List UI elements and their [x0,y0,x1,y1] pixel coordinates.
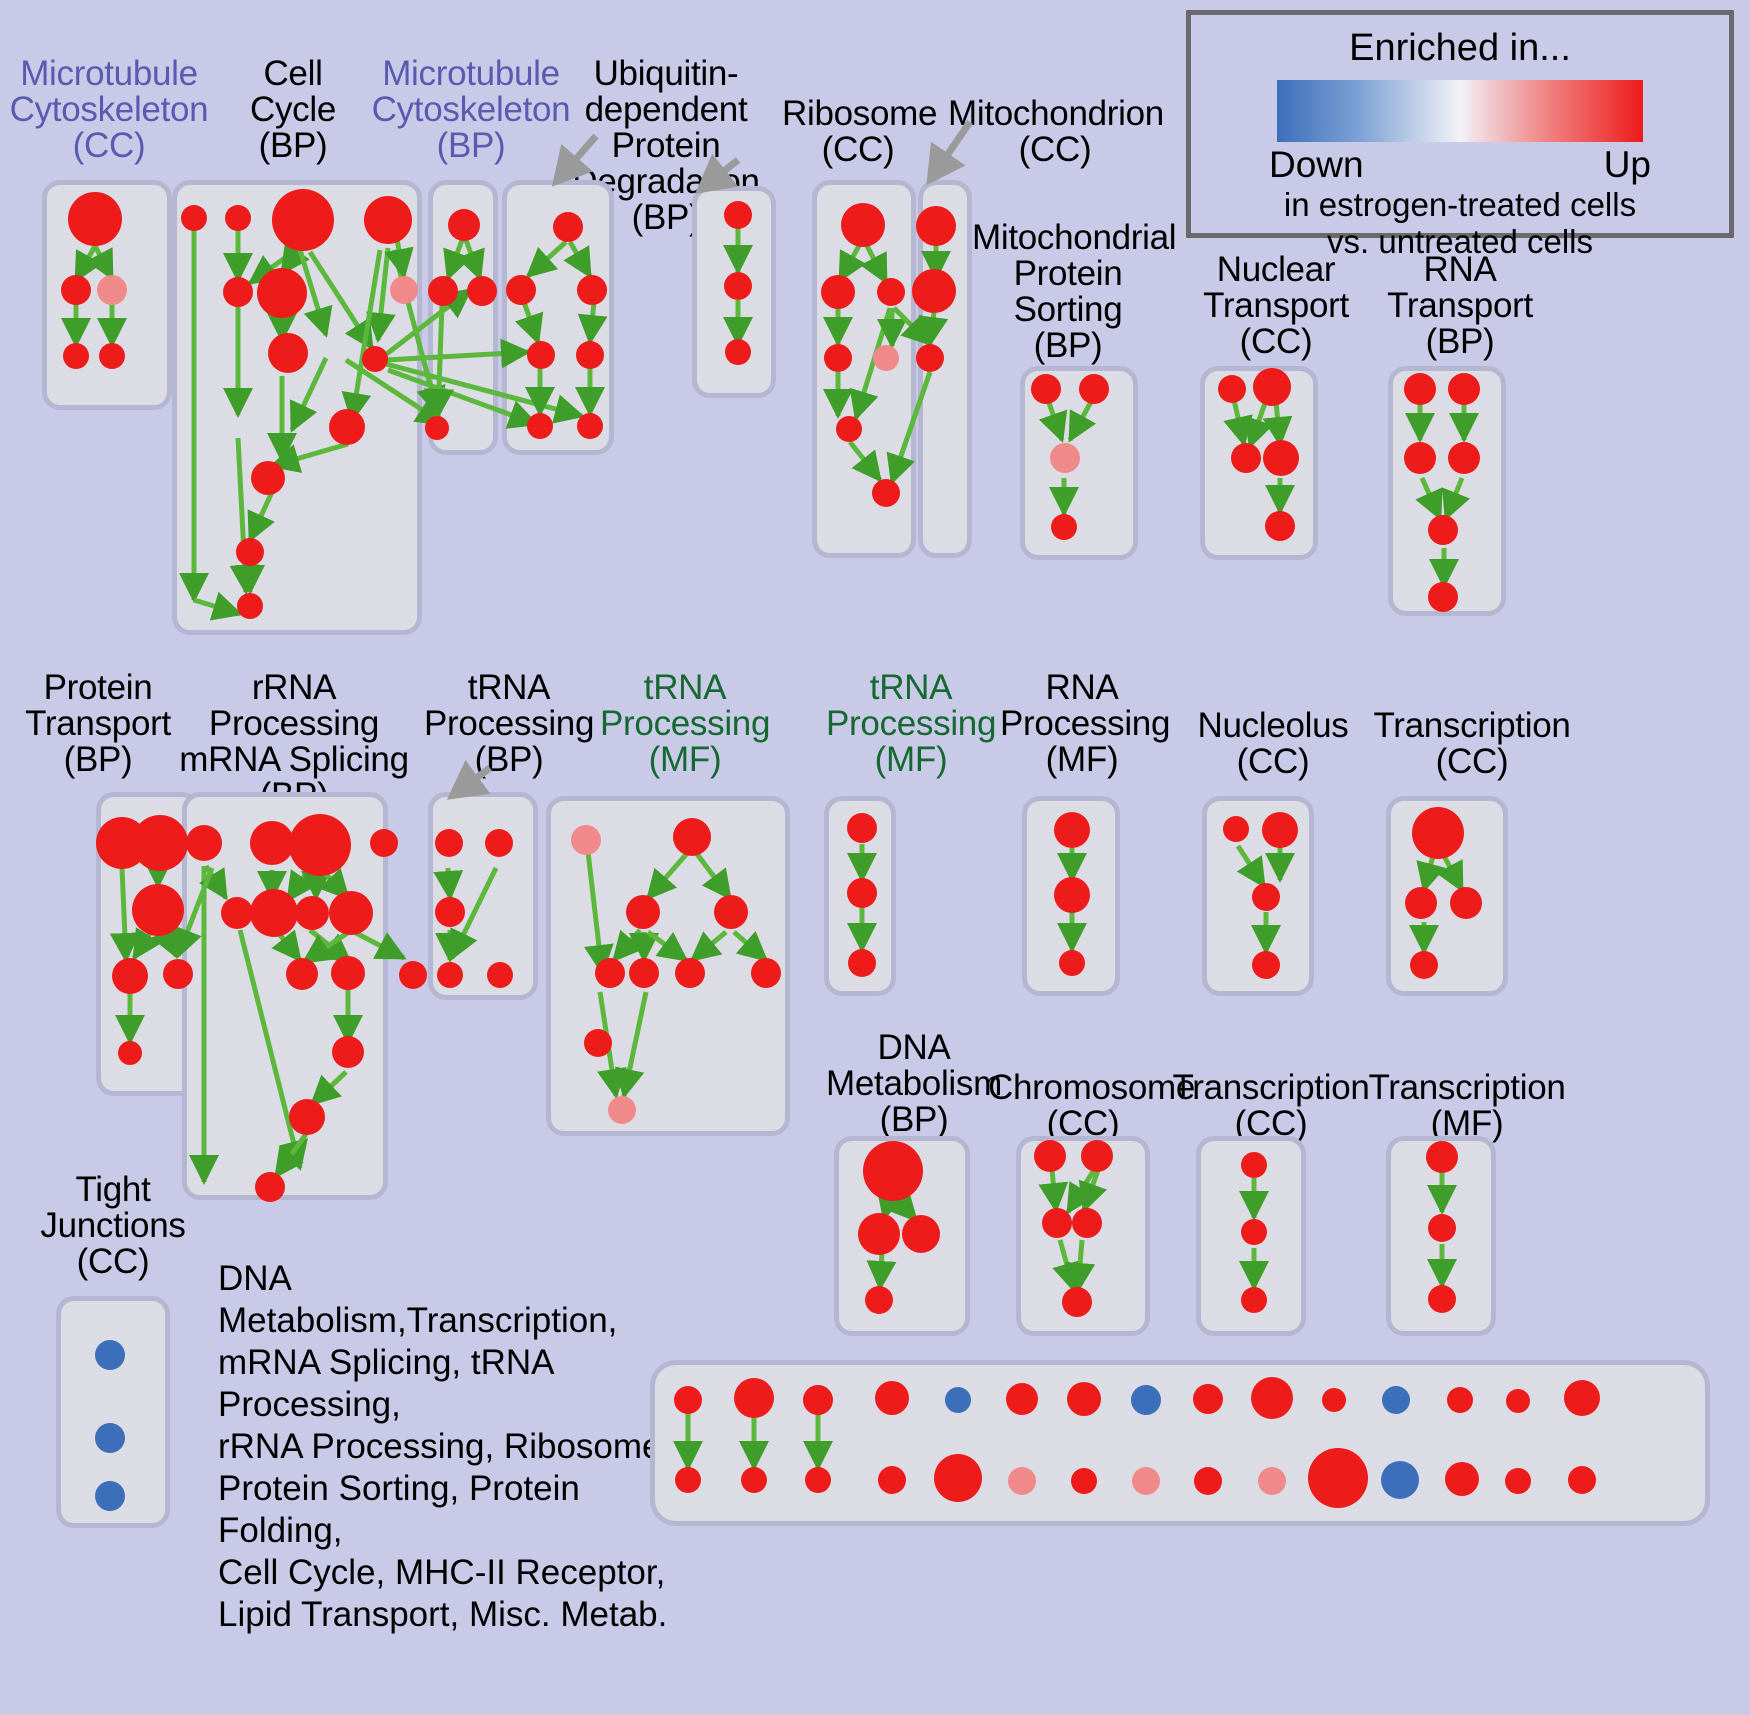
cluster-label-microtubule-cytoskeleton-bp: Microtubule Cytoskeleton (BP) [371,54,571,166]
cluster-box-mitochondrion-cc [918,180,972,558]
cluster-label-mitochondrion-cc: Mitochondrion (CC) [948,94,1164,170]
legend-subtitle-line1: in estrogen-treated cells [1283,186,1637,223]
cluster-box-ribosome-cc [812,180,916,558]
legend-panel: Enriched in... Down Up in estrogen-treat… [1186,10,1734,258]
cluster-box-cell-cycle-bp [172,180,422,635]
cluster-label-transcription-cc-1: Transcription (CC) [1373,706,1571,782]
legend-title: Enriched in... [1349,27,1571,69]
cluster-box-rna-processing-mf [1022,796,1120,996]
cluster-box-chromosome-cc [1016,1136,1150,1336]
cluster-label-chromosome-cc: Chromosome (CC) [988,1068,1196,1144]
cluster-box-transcription-cc-2 [1196,1136,1306,1336]
cluster-label-mitochondrial-protein-sorting-bp: Mitochondrial Protein Sorting (BP) [972,218,1177,366]
cluster-box-nucleolus-cc [1202,796,1314,996]
cluster-box-transcription-cc-1 [1386,796,1508,996]
cluster-box-rna-transport-bp [1388,366,1506,616]
cluster-label-tight-junctions-cc: Tight Junctions (CC) [40,1170,186,1282]
cluster-label-rna-processing-mf: RNA Processing (MF) [1000,668,1171,780]
cluster-box-dna-metabolism-bp [834,1136,970,1336]
cluster-box-transcription-mf [1386,1136,1496,1336]
misc-terms-text: DNA Metabolism,Transcription, mRNA Splic… [218,1259,672,1634]
legend-subtitle-line2: vs. untreated cells [1327,222,1593,260]
cluster-box-ubiquitin-protein-degradation-bp-a [502,180,614,455]
cluster-label-nucleolus-cc: Nucleolus (CC) [1197,706,1349,782]
cluster-label-microtubule-cytoskeleton-cc: Microtubule Cytoskeleton (CC) [9,54,209,166]
cluster-box-mitochondrial-protein-sorting-bp [1020,366,1138,560]
cluster-label-transcription-cc-2: Transcription (CC) [1172,1068,1370,1144]
cluster-box-microtubule-cytoskeleton-cc [42,180,172,410]
cluster-label-trna-processing-bp: tRNA Processing (BP) [424,668,595,780]
cluster-box-nuclear-transport-cc [1200,366,1318,560]
cluster-label-cell-cycle-bp: Cell Cycle (BP) [249,54,337,166]
cluster-box-microtubule-cytoskeleton-bp [428,180,498,455]
cluster-label-transcription-mf: Transcription (MF) [1368,1068,1566,1144]
legend-down-label: Down [1269,144,1364,185]
legend-colorbar [1277,80,1643,142]
cluster-box-trna-processing-mf-2 [824,796,896,996]
cluster-box-rrna-mrna-splicing-bp [182,792,388,1200]
legend-up-label: Up [1603,144,1651,185]
cluster-label-trna-processing-mf-1: tRNA Processing (MF) [600,668,771,780]
cluster-label-rna-transport-bp: RNA Transport (BP) [1387,250,1533,362]
cluster-label-nuclear-transport-cc: Nuclear Transport (CC) [1203,250,1349,362]
cluster-label-trna-processing-mf-2: tRNA Processing (MF) [826,668,997,780]
cluster-label-ribosome-cc: Ribosome (CC) [782,94,938,170]
cluster-box-ubiquitin-protein-degradation-bp-b [692,186,776,398]
cluster-box-tight-junctions-cc [56,1296,170,1528]
cluster-box-trna-processing-bp [428,792,538,1000]
cluster-box-trna-processing-mf-1 [546,796,790,1136]
cluster-label-dna-metabolism-bp: DNA Metabolism (BP) [826,1028,1002,1140]
cluster-label-protein-transport-bp: Protein Transport (BP) [25,668,171,780]
cluster-box-misc-singletons [650,1360,1710,1526]
